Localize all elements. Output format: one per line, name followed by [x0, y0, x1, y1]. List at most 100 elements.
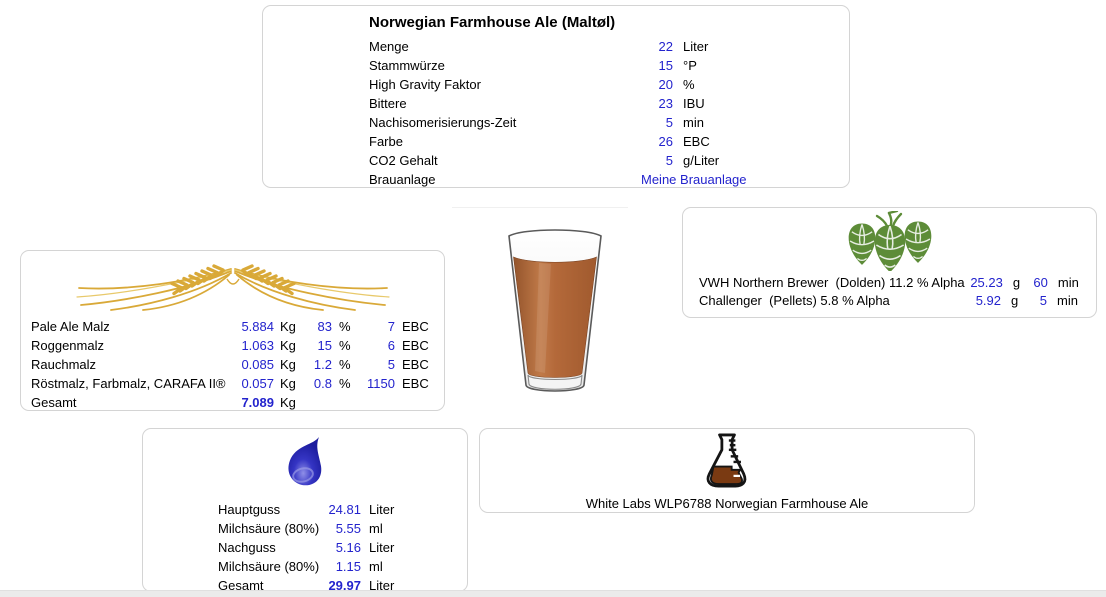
- recipe-row-stammwuerze: Stammwürze 15 °P: [369, 56, 829, 75]
- water-row: Milchsäure (80%) 5.55 ml: [143, 519, 467, 538]
- recipe-summary-panel: Norwegian Farmhouse Ale (Maltøl) Menge 2…: [262, 5, 850, 188]
- wheat-icon: [75, 264, 390, 311]
- hop-amount: 25.23: [970, 274, 1003, 290]
- row-unit: min: [683, 115, 704, 130]
- water-drop-icon: [288, 437, 322, 486]
- malt-panel: Pale Ale Malz 5.884 Kg 83 % 7 EBC Roggen…: [20, 250, 445, 411]
- malt-percent-unit: %: [339, 357, 351, 372]
- malt-percent: 83: [317, 319, 332, 334]
- hop-amount: 5.92: [975, 292, 1001, 308]
- malt-amount-unit: Kg: [280, 376, 296, 391]
- row-value: 20: [658, 77, 673, 92]
- hop-time: 5: [1039, 292, 1047, 308]
- malt-percent-unit: %: [339, 319, 351, 334]
- malt-percent-unit: %: [339, 376, 351, 391]
- water-value: 24.81: [328, 502, 361, 517]
- hop-amount-unit: g: [1011, 292, 1019, 308]
- row-label: Nachisomerisierungs-Zeit: [369, 115, 517, 130]
- water-total-unit: Liter: [369, 578, 395, 593]
- hops-icon: [847, 211, 932, 271]
- water-panel: Hauptguss 24.81 Liter Milchsäure (80%) 5…: [142, 428, 468, 595]
- malt-percent: 0.8: [313, 376, 332, 391]
- hops-panel: VWH Northern Brewer (Dolden) 11.2 % Alph…: [682, 207, 1097, 318]
- water-value: 5.55: [335, 521, 361, 536]
- water-label: Hauptguss: [218, 502, 281, 517]
- malt-ebc-unit: EBC: [402, 319, 429, 334]
- water-row: Milchsäure (80%) 1.15 ml: [143, 557, 467, 576]
- row-unit: g/Liter: [683, 153, 720, 168]
- water-value: 5.16: [335, 540, 361, 555]
- row-label: CO2 Gehalt: [369, 153, 438, 168]
- erlenmeyer-flask-icon: [706, 433, 747, 488]
- row-unit: °P: [683, 58, 697, 73]
- malt-total-row: Gesamt 7.089 Kg: [21, 393, 444, 412]
- malt-ebc: 5: [387, 357, 395, 372]
- beer-glass-image: [505, 223, 605, 400]
- malt-ebc-unit: EBC: [402, 357, 429, 372]
- malt-amount: 1.063: [241, 338, 274, 353]
- hop-time: 60: [1033, 274, 1048, 290]
- water-total-value: 29.97: [328, 578, 361, 593]
- recipe-row-brauanlage: Brauanlage Meine Brauanlage: [369, 170, 829, 189]
- row-label: High Gravity Faktor: [369, 77, 481, 92]
- malt-name: Roggenmalz: [31, 338, 104, 353]
- row-label: Brauanlage: [369, 172, 436, 187]
- row-value: 23: [658, 96, 673, 111]
- row-label: Menge: [369, 39, 409, 54]
- malt-percent: 15: [317, 338, 332, 353]
- recipe-row-high-gravity: High Gravity Faktor 20 %: [369, 75, 829, 94]
- malt-total-unit: Kg: [280, 395, 296, 410]
- hop-time-unit: min: [1057, 274, 1079, 290]
- water-label: Milchsäure (80%): [218, 559, 320, 574]
- recipe-row-bittere: Bittere 23 IBU: [369, 94, 829, 113]
- malt-row: Pale Ale Malz 5.884 Kg 83 % 7 EBC: [21, 317, 444, 336]
- recipe-row-nachisomerisierung: Nachisomerisierungs-Zeit 5 min: [369, 113, 829, 132]
- malt-ebc-unit: EBC: [402, 376, 429, 391]
- malt-ebc: 1150: [367, 376, 395, 391]
- hop-time-unit: min: [1057, 292, 1078, 308]
- row-value: 5: [665, 115, 673, 130]
- row-value: 26: [658, 134, 673, 149]
- malt-ebc-unit: EBC: [402, 338, 429, 353]
- malt-amount-unit: Kg: [280, 357, 296, 372]
- water-label: Milchsäure (80%): [218, 521, 320, 536]
- hop-row: Challenger (Pellets) 5.8 % Alpha 5.92 g …: [683, 291, 1096, 309]
- row-unit: %: [683, 77, 695, 92]
- malt-percent-unit: %: [339, 338, 351, 353]
- recipe-row-farbe: Farbe 26 EBC: [369, 132, 829, 151]
- water-unit: ml: [369, 521, 383, 536]
- water-unit: ml: [369, 559, 383, 574]
- malt-total-value: 7.089: [241, 395, 274, 410]
- row-value: 15: [658, 58, 673, 73]
- malt-ebc: 6: [387, 338, 395, 353]
- malt-percent: 1.2: [313, 357, 332, 372]
- malt-ebc: 7: [387, 319, 395, 334]
- row-unit: EBC: [683, 134, 710, 149]
- malt-name: Röstmalz, Farbmalz, CARAFA II®: [31, 376, 226, 391]
- water-value: 1.15: [335, 559, 361, 574]
- yeast-name: White Labs WLP6788 Norwegian Farmhouse A…: [585, 496, 869, 511]
- malt-amount: 5.884: [241, 319, 274, 334]
- row-value: 22: [658, 39, 673, 54]
- row-label: Farbe: [369, 134, 403, 149]
- horizontal-scrollbar[interactable]: [0, 590, 1106, 597]
- malt-row: Roggenmalz 1.063 Kg 15 % 6 EBC: [21, 336, 444, 355]
- row-unit: Liter: [683, 39, 709, 54]
- malt-row: Röstmalz, Farbmalz, CARAFA II® 0.057 Kg …: [21, 374, 444, 393]
- water-total-row: Gesamt 29.97 Liter: [143, 576, 467, 595]
- water-row: Hauptguss 24.81 Liter: [143, 500, 467, 519]
- brauanlage-link[interactable]: Meine Brauanlage: [641, 172, 747, 187]
- water-total-label: Gesamt: [218, 578, 264, 593]
- hop-amount-unit: g: [1012, 274, 1021, 290]
- malt-amount-unit: Kg: [280, 319, 296, 334]
- recipe-row-menge: Menge 22 Liter: [369, 37, 829, 56]
- water-unit: Liter: [369, 502, 395, 517]
- glass-image-top-edge: [452, 207, 628, 208]
- water-label: Nachguss: [218, 540, 276, 555]
- hop-name: Challenger (Pellets) 5.8 % Alpha: [699, 292, 890, 308]
- yeast-panel: White Labs WLP6788 Norwegian Farmhouse A…: [479, 428, 975, 513]
- pint-glass-icon: [508, 229, 602, 392]
- malt-amount: 0.085: [241, 357, 274, 372]
- malt-amount: 0.057: [241, 376, 274, 391]
